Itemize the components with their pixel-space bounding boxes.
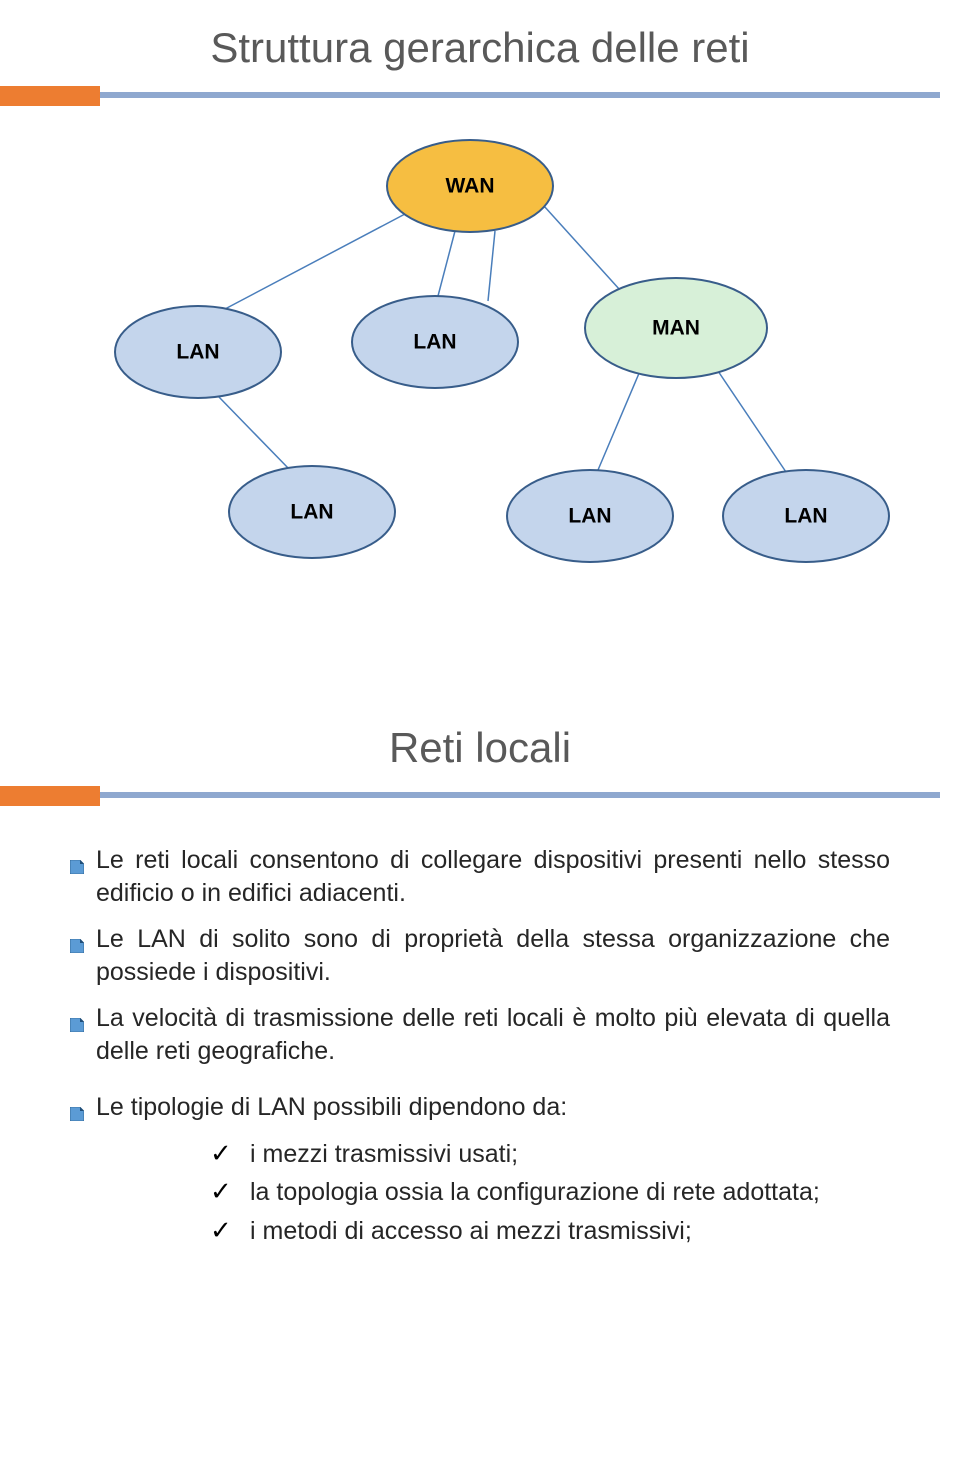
diagram-edge xyxy=(438,231,455,296)
slide1-title: Struttura gerarchica delle reti xyxy=(0,0,960,76)
sub-bullet-item: ✓ i mezzi trasmissivi usati; xyxy=(210,1138,890,1171)
bullet-item: Le LAN di solito sono di proprietà della… xyxy=(70,923,890,988)
diagram-edge xyxy=(225,214,405,309)
checkmark-icon: ✓ xyxy=(210,1176,250,1209)
diagram-node-lan3: LAN xyxy=(229,466,395,558)
diagram-edge xyxy=(598,371,640,470)
node-label: LAN xyxy=(413,331,456,354)
bullet-item: La velocità di trasmissione delle reti l… xyxy=(70,1002,890,1067)
bar-orange xyxy=(0,86,100,106)
sub-bullet-item: ✓ la topologia ossia la configurazione d… xyxy=(210,1176,890,1209)
network-hierarchy-diagram: WAN LAN LAN MAN LAN LAN LAN xyxy=(0,106,960,626)
square-bullet-icon xyxy=(70,1002,96,1067)
checkmark-icon: ✓ xyxy=(210,1138,250,1171)
node-label: WAN xyxy=(446,175,495,198)
diagram-edge xyxy=(218,396,290,470)
bullet-text: Le LAN di solito sono di proprietà della… xyxy=(96,923,890,988)
bullet-item: Le reti locali consentono di collegare d… xyxy=(70,844,890,909)
slide2-content: Le reti locali consentono di collegare d… xyxy=(0,806,960,1247)
node-label: LAN xyxy=(784,505,827,528)
diagram-node-lan4: LAN xyxy=(507,470,673,562)
bar-blue xyxy=(0,792,940,798)
diagram-node-wan: WAN xyxy=(387,140,553,232)
sub-bullet-item: ✓ i metodi di accesso ai mezzi trasmissi… xyxy=(210,1215,890,1248)
diagram-node-lan5: LAN xyxy=(723,470,889,562)
square-bullet-icon xyxy=(70,1091,96,1124)
bar-orange xyxy=(0,786,100,806)
node-label: LAN xyxy=(568,505,611,528)
sub-bullet-list: ✓ i mezzi trasmissivi usati; ✓ la topolo… xyxy=(210,1138,890,1248)
slide2-title: Reti locali xyxy=(0,700,960,776)
slide-reti-locali: Reti locali Le reti locali consentono di… xyxy=(0,700,960,1479)
sub-bullet-text: la topologia ossia la configurazione di … xyxy=(250,1176,890,1209)
bullet-text: Le reti locali consentono di collegare d… xyxy=(96,844,890,909)
bullet-item: Le tipologie di LAN possibili dipendono … xyxy=(70,1091,890,1124)
square-bullet-icon xyxy=(70,923,96,988)
slide-struttura: Struttura gerarchica delle reti WAN LAN LA… xyxy=(0,0,960,700)
diagram-edge xyxy=(488,231,495,301)
node-label: LAN xyxy=(176,341,219,364)
square-bullet-icon xyxy=(70,844,96,909)
sub-bullet-text: i metodi di accesso ai mezzi trasmissivi… xyxy=(250,1215,890,1248)
bar-blue xyxy=(0,92,940,98)
diagram-edge xyxy=(718,371,786,472)
diagram-node-man: MAN xyxy=(585,278,767,378)
diagram-node-lan1: LAN xyxy=(115,306,281,398)
sub-bullet-text: i mezzi trasmissivi usati; xyxy=(250,1138,890,1171)
node-label: LAN xyxy=(290,501,333,524)
slide2-title-bar xyxy=(0,782,960,806)
diagram-svg: WAN LAN LAN MAN LAN LAN LAN xyxy=(0,106,960,626)
diagram-node-lan2: LAN xyxy=(352,296,518,388)
node-label: MAN xyxy=(652,317,700,340)
bullet-text: La velocità di trasmissione delle reti l… xyxy=(96,1002,890,1067)
bullet-text: Le tipologie di LAN possibili dipendono … xyxy=(96,1091,890,1124)
diagram-edge xyxy=(544,206,620,290)
slide1-title-bar xyxy=(0,82,960,106)
checkmark-icon: ✓ xyxy=(210,1215,250,1248)
